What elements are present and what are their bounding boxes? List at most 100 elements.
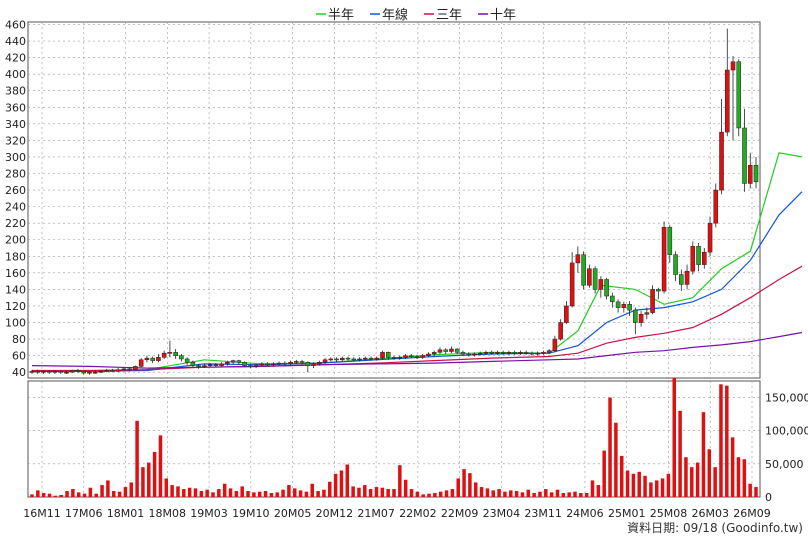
- candle: [138, 358, 144, 368]
- candle-body: [219, 363, 224, 366]
- volume-bar: [573, 491, 577, 497]
- candle-body: [535, 352, 540, 355]
- volume-bar: [147, 462, 151, 497]
- candle-body: [747, 164, 753, 184]
- candle-body: [684, 270, 690, 285]
- candle: [403, 353, 408, 359]
- price-tick-label: 260: [5, 184, 26, 197]
- volume-bar: [754, 487, 758, 497]
- volume-bar: [532, 493, 536, 497]
- candle: [742, 108, 747, 192]
- candle: [702, 248, 707, 269]
- candle: [133, 365, 138, 371]
- candle-body: [161, 352, 167, 358]
- candle: [311, 362, 316, 369]
- volume-bar: [619, 455, 624, 497]
- candle-body: [638, 314, 644, 323]
- volume-bar: [59, 495, 63, 497]
- candle-body: [225, 362, 230, 365]
- candle: [667, 224, 673, 263]
- volume-bar: [41, 493, 46, 497]
- candle: [587, 264, 592, 288]
- candle-body: [380, 352, 385, 359]
- candle-body: [707, 222, 713, 253]
- x-tick-label: 17M06: [65, 507, 103, 520]
- price-tick-label: 440: [5, 35, 26, 48]
- candle-body: [334, 358, 339, 361]
- candle-body: [736, 61, 742, 129]
- candle: [546, 349, 552, 354]
- candle-body: [403, 355, 408, 358]
- x-tick-label: 21M07: [357, 507, 395, 520]
- volume-bar: [164, 478, 169, 497]
- candle: [719, 98, 724, 195]
- volume-bar: [742, 459, 747, 497]
- candle: [98, 369, 104, 374]
- volume-bar: [287, 485, 291, 497]
- volume-bar: [748, 483, 752, 497]
- candle-body: [156, 357, 161, 361]
- x-tick-label: 19M03: [190, 507, 228, 520]
- candle-body: [35, 371, 41, 373]
- candle: [110, 368, 115, 373]
- candle: [644, 307, 650, 320]
- candle-body: [58, 371, 64, 373]
- volume-bar: [649, 482, 653, 497]
- candle-body: [144, 357, 150, 361]
- candle: [753, 156, 759, 189]
- volume-bar: [36, 490, 40, 497]
- candle-body: [529, 352, 535, 355]
- candle: [592, 266, 598, 294]
- candle-body: [328, 358, 334, 361]
- candle-body: [615, 301, 621, 308]
- x-tick-label: 22M09: [441, 507, 479, 520]
- volume-bar: [88, 487, 93, 497]
- volume-bar: [187, 487, 192, 497]
- candle: [104, 368, 109, 373]
- candle: [414, 354, 420, 359]
- volume-bar: [497, 489, 501, 497]
- price-tick-label: 120: [5, 300, 26, 313]
- candle-body: [202, 365, 207, 367]
- candle-body: [489, 352, 494, 354]
- candle-body: [368, 357, 374, 360]
- candle: [75, 368, 81, 374]
- candle: [282, 361, 288, 366]
- candle: [368, 356, 374, 361]
- candle: [552, 335, 558, 353]
- x-tick-label: 16M11: [23, 507, 61, 520]
- volume-bar: [199, 491, 204, 497]
- volume-bar: [217, 489, 221, 497]
- volume-bar: [433, 493, 437, 497]
- candle: [35, 369, 41, 374]
- candle-body: [248, 365, 253, 367]
- candle: [437, 347, 443, 354]
- candle: [29, 369, 35, 374]
- volume-bar: [579, 493, 583, 497]
- volume-bar: [123, 487, 128, 497]
- legend-label-4: 十年: [490, 8, 516, 23]
- volume-bar: [292, 488, 297, 497]
- candle: [52, 370, 58, 374]
- candle: [156, 353, 161, 363]
- volume-bar: [538, 491, 542, 497]
- x-tick-label: 24M06: [566, 507, 604, 520]
- candle: [696, 243, 701, 272]
- candle-body: [190, 362, 196, 366]
- price-tick-label: 380: [5, 85, 26, 98]
- volume-bar: [304, 491, 309, 497]
- candle-body: [477, 352, 483, 355]
- candle: [661, 221, 667, 294]
- candle-body: [483, 352, 489, 354]
- volume-bar: [345, 464, 350, 497]
- candle-body: [431, 352, 437, 355]
- volume-bar: [263, 491, 268, 497]
- candle: [443, 348, 448, 354]
- volume-bar: [678, 410, 682, 497]
- price-tick-label: 140: [5, 283, 26, 296]
- candle: [92, 370, 98, 374]
- volume-bar: [473, 482, 478, 497]
- candle: [81, 370, 86, 375]
- volume-tick-label: 0: [765, 491, 772, 504]
